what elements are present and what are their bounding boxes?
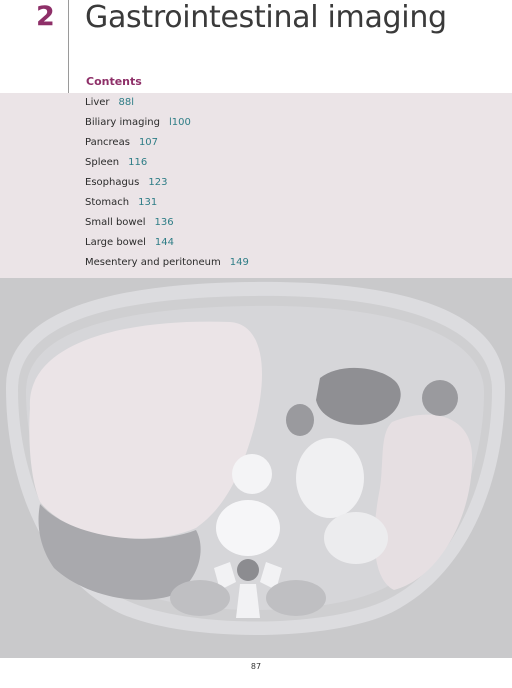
toc-item-liver[interactable]: Liver 88l xyxy=(85,95,249,115)
toc-item-label: Small bowel xyxy=(85,217,146,228)
toc-item-large-bowel[interactable]: Large bowel 144 xyxy=(85,235,249,255)
toc-item-page[interactable]: 136 xyxy=(154,217,174,228)
toc-item-small-bowel[interactable]: Small bowel 136 xyxy=(85,215,249,235)
toc-item-biliary-imaging[interactable]: Biliary imaging l100 xyxy=(85,115,249,135)
toc-item-label: Spleen xyxy=(85,157,120,168)
toc-item-label: Esophagus xyxy=(85,177,140,188)
toc-item-page[interactable]: 88l xyxy=(118,97,135,108)
toc-item-page[interactable]: 116 xyxy=(128,157,148,168)
ct-scan-image xyxy=(0,278,512,658)
toc-item-page[interactable]: 131 xyxy=(138,197,158,208)
contents-panel xyxy=(0,93,512,278)
toc-item-page[interactable]: 149 xyxy=(229,257,249,268)
toc-item-page[interactable]: 144 xyxy=(154,237,174,248)
table-of-contents: Liver 88l Biliary imaging l100 Pancreas 107… xyxy=(85,95,249,275)
toc-item-label: Large bowel xyxy=(85,237,146,248)
toc-item-label: Stomach xyxy=(85,197,130,208)
toc-item-label: Liver xyxy=(85,97,110,108)
toc-item-pancreas[interactable]: Pancreas 107 xyxy=(85,135,249,155)
toc-item-page[interactable]: 123 xyxy=(148,177,168,188)
toc-item-label: Mesentery and peritoneum xyxy=(85,257,221,268)
chapter-number: 2 xyxy=(36,1,55,32)
toc-item-esophagus[interactable]: Esophagus 123 xyxy=(85,175,249,195)
toc-item-page[interactable]: 107 xyxy=(138,137,159,148)
contents-heading: Contents xyxy=(86,75,142,88)
toc-item-label: Biliary imaging xyxy=(85,117,160,128)
page-number: 87 xyxy=(250,662,262,671)
toc-item-spleen[interactable]: Spleen 116 xyxy=(85,155,249,175)
toc-item-page[interactable]: l100 xyxy=(169,117,191,128)
toc-item-mesentery-and-peritoneum[interactable]: Mesentery and peritoneum 149 xyxy=(85,255,249,275)
toc-item-stomach[interactable]: Stomach 131 xyxy=(85,195,249,215)
ct-scan-graphic xyxy=(0,278,512,658)
toc-item-label: Pancreas xyxy=(85,137,130,148)
chapter-title: Gastrointestinal imaging xyxy=(85,0,447,35)
